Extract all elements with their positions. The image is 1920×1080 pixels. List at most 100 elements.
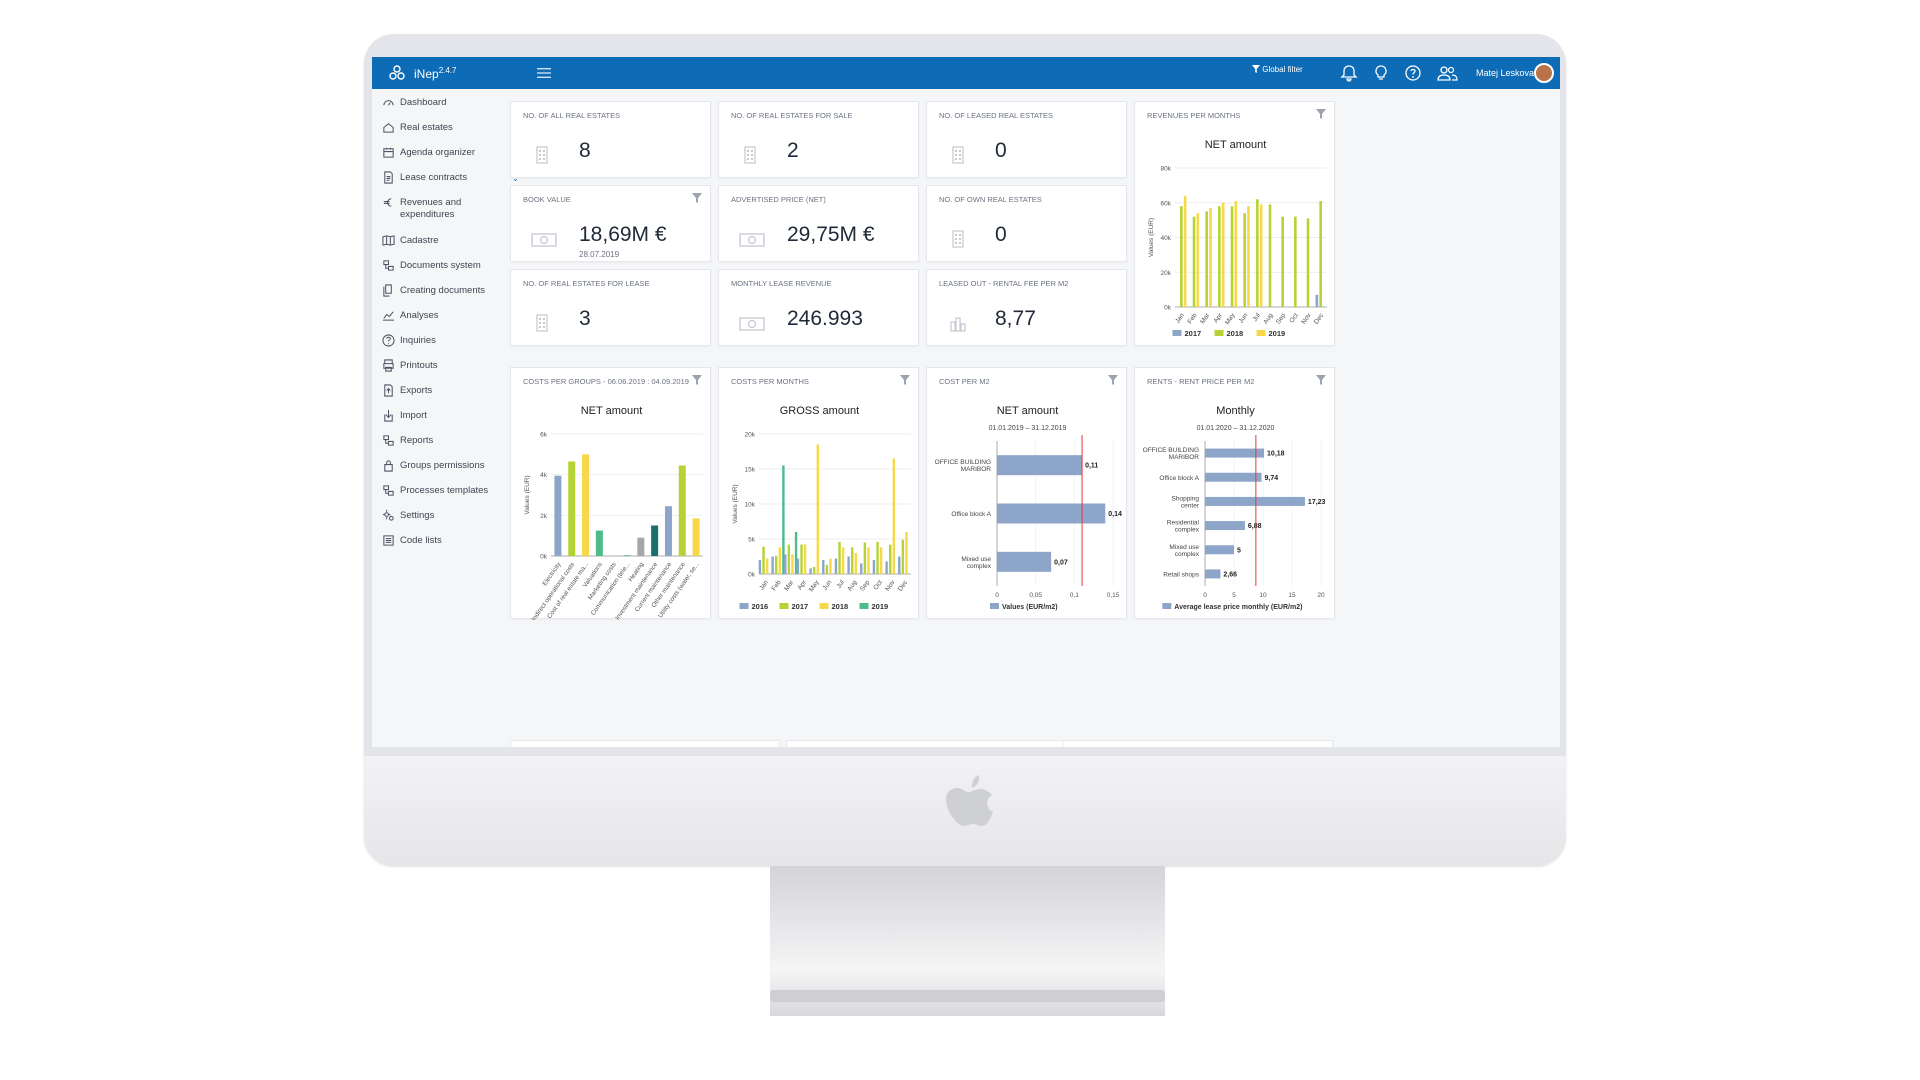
bar-retail-shops[interactable] [1205, 569, 1221, 579]
bar-2018-mar[interactable] [1205, 211, 1208, 307]
bar-other-maintenance[interactable] [678, 465, 686, 556]
bar-2016-sep[interactable] [860, 563, 863, 575]
bar-2016-oct[interactable] [872, 560, 876, 574]
bar-2018-dec[interactable] [905, 532, 908, 574]
bar-2019-feb[interactable] [782, 465, 785, 575]
bar-2018-may[interactable] [1230, 206, 1234, 307]
bell-icon[interactable] [1340, 64, 1358, 82]
sidebar-item-reports[interactable]: Reports [372, 435, 532, 460]
sidebar-item-real-estates[interactable]: Real estates⌄ [372, 122, 532, 147]
bar-2016-jul[interactable] [834, 558, 838, 574]
bar-2018-jul[interactable] [1256, 199, 1259, 307]
sidebar-item-lease-contracts[interactable]: Lease contracts ⌄ [372, 171, 532, 197]
bar-investment-maintenance[interactable] [651, 525, 659, 557]
users-icon[interactable] [1436, 64, 1458, 82]
bar-2016-jan[interactable] [758, 560, 762, 574]
bar-current-maintenance[interactable] [664, 506, 672, 556]
bar-2018-apr[interactable] [1218, 206, 1221, 307]
bar-shopping-center[interactable] [1205, 496, 1305, 506]
filter-icon[interactable] [1316, 375, 1326, 385]
bar-2018-jun[interactable] [829, 558, 832, 574]
sidebar-item-exports[interactable]: Exports [372, 384, 532, 410]
bar-2018-apr[interactable] [803, 544, 807, 574]
bar-mixed-use-complex[interactable] [997, 551, 1052, 572]
bar-2018-sep[interactable] [867, 547, 870, 574]
bar-2018-aug[interactable] [1268, 204, 1272, 307]
bar-2016-mar[interactable] [784, 554, 787, 574]
bar-2018-jul[interactable] [841, 547, 845, 574]
bar-2018-dec[interactable] [1319, 201, 1322, 307]
bar-2019-jan[interactable] [1183, 195, 1187, 307]
bar-2018-sep[interactable] [1281, 216, 1284, 307]
bar-2019-jun[interactable] [1247, 206, 1250, 307]
bar-2018-oct[interactable] [1294, 216, 1297, 307]
bar-mixed-use-complex[interactable] [1205, 545, 1234, 555]
bar-valuations[interactable] [595, 530, 603, 556]
bar-2017-sep[interactable] [863, 542, 867, 575]
sidebar-item-documents-system[interactable]: Documents system [372, 260, 532, 285]
bar-2018-jun[interactable] [1243, 213, 1246, 307]
bar-2019-may[interactable] [1234, 201, 1238, 307]
sidebar-item-creating-documents[interactable]: Creating documents [372, 284, 532, 310]
bar-2016-jun[interactable] [822, 560, 825, 574]
bar-utility-costs-water-se-[interactable] [692, 518, 700, 556]
bar-2016-feb[interactable] [771, 556, 774, 575]
bar-2019-jul[interactable] [1259, 204, 1263, 307]
bar-2018-nov[interactable] [1306, 218, 1310, 307]
bar-2018-oct[interactable] [879, 547, 883, 574]
bar-2016-may[interactable] [809, 568, 812, 574]
bar-2017-dec[interactable] [901, 539, 905, 574]
bar-2018-nov[interactable] [892, 458, 895, 575]
filter-icon[interactable] [692, 193, 702, 203]
filter-icon[interactable] [1316, 109, 1326, 119]
bar-office-building-maribor[interactable] [1205, 448, 1265, 458]
bar-2017-aug[interactable] [851, 547, 854, 574]
bar-heating[interactable] [637, 537, 645, 556]
filter-icon[interactable] [1108, 375, 1118, 385]
bar-2018-mar[interactable] [791, 554, 794, 574]
bar-2016-apr[interactable] [796, 558, 800, 574]
sidebar-item-agenda-organizer[interactable]: Agenda organizer [372, 147, 532, 172]
bar-communication-tele-[interactable] [623, 555, 631, 556]
bar-2018-feb[interactable] [1192, 216, 1196, 307]
bar-2016-aug[interactable] [847, 556, 850, 575]
sidebar-item-inquiries[interactable]: Inquiries [372, 334, 532, 360]
bar-2018-may[interactable] [816, 444, 819, 575]
bar-2017-mar[interactable] [787, 544, 791, 574]
bar-office-block-a[interactable] [997, 503, 1106, 524]
sidebar-item-cadastre[interactable]: Cadastre⌄ [372, 235, 532, 260]
sidebar-item-printouts[interactable]: Printouts [372, 359, 532, 385]
bar-2019-feb[interactable] [1196, 213, 1200, 307]
sidebar-item-revenues-and-expenditures[interactable]: Revenues and expenditures⌄ [372, 197, 532, 235]
bar-2017-feb[interactable] [775, 555, 778, 574]
bar-2017-jan[interactable] [762, 546, 765, 574]
bar-residential-complex[interactable] [1205, 521, 1245, 531]
bar-electricity[interactable] [554, 475, 562, 556]
bar-2018-jan[interactable] [1180, 206, 1183, 307]
bar-2017-oct[interactable] [876, 541, 879, 574]
bar-indirect-operational-costs[interactable] [568, 461, 576, 556]
sidebar-item-analyses[interactable]: Analyses⌄ [372, 310, 532, 335]
bar-2019-mar[interactable] [1209, 207, 1212, 307]
bar-office-block-a[interactable] [1205, 472, 1262, 482]
sidebar-item-dashboard[interactable]: Dashboard [372, 97, 532, 122]
sidebar-item-settings[interactable]: Settings [372, 509, 532, 535]
global-filter-button[interactable]: Global filter [1252, 65, 1303, 74]
chevron-down-icon[interactable]: ⌄ [512, 174, 519, 183]
bar-2019-mar[interactable] [794, 532, 798, 574]
logo-icon[interactable] [388, 64, 406, 82]
bar-2017-jun[interactable] [825, 564, 829, 574]
bar-2017-dec[interactable] [1315, 294, 1319, 307]
bar-2016-nov[interactable] [885, 561, 888, 574]
bar-2017-apr[interactable] [800, 544, 803, 574]
user-name[interactable]: Matej Leskovar [1476, 68, 1538, 78]
filter-icon[interactable] [900, 375, 910, 385]
bar-2017-may[interactable] [813, 567, 816, 574]
bar-cost-of-real-estate-ma-[interactable] [582, 454, 590, 556]
bar-2016-dec[interactable] [898, 556, 901, 575]
hamburger-menu-icon[interactable] [537, 67, 551, 79]
bar-2017-jul[interactable] [838, 541, 841, 574]
bar-2018-aug[interactable] [854, 553, 857, 574]
filter-icon[interactable] [692, 375, 702, 385]
avatar[interactable] [1534, 63, 1554, 83]
